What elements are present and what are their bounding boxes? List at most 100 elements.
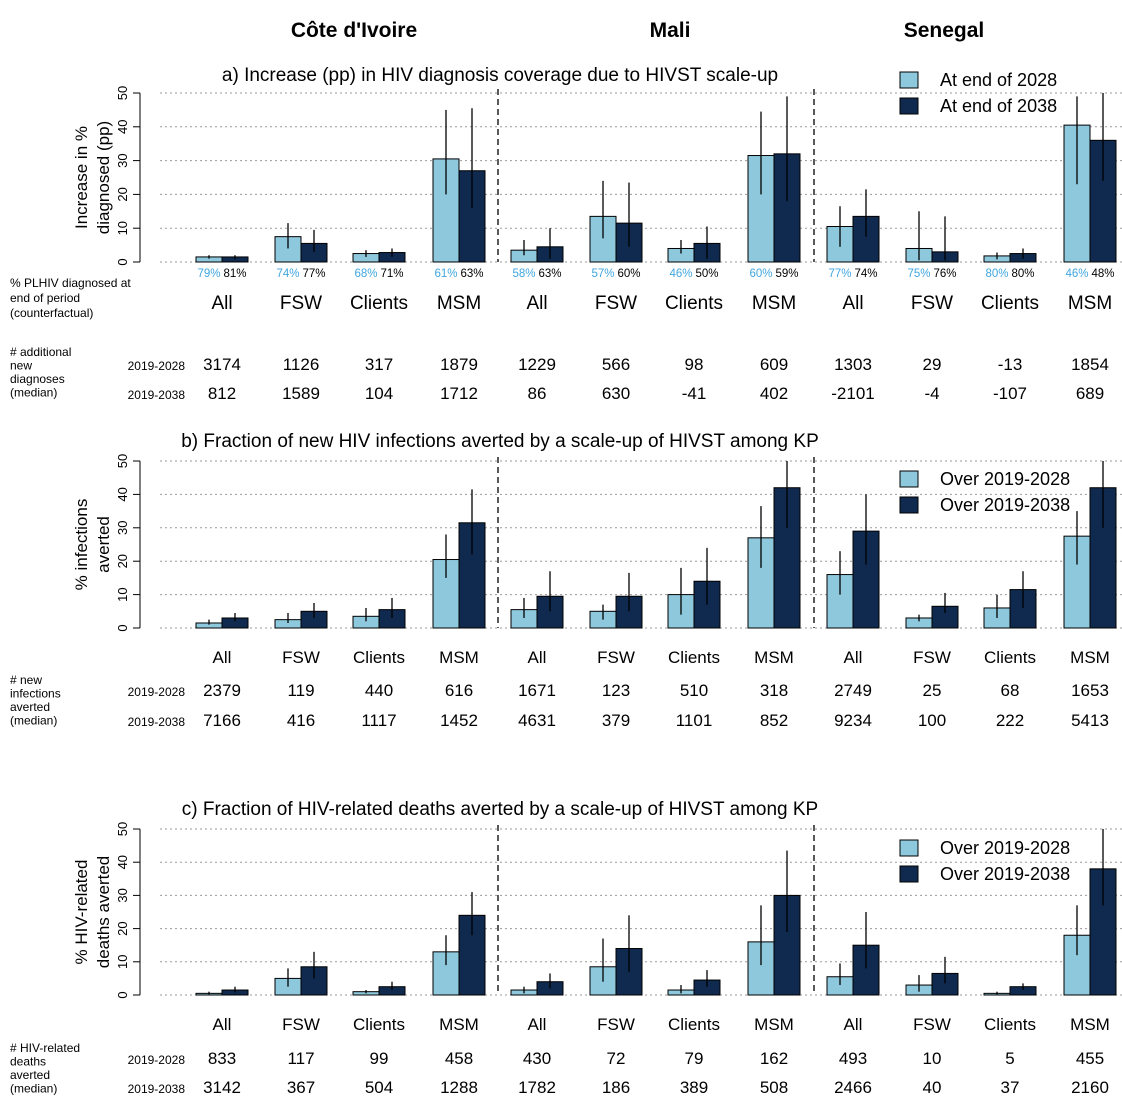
table-value: 162 [760, 1049, 788, 1068]
table-value: 5 [1005, 1049, 1014, 1068]
category-label: FSW [597, 1015, 635, 1034]
category-label: All [213, 648, 232, 667]
y-tick-label: 30 [115, 888, 130, 902]
table-value: 100 [918, 711, 946, 730]
table-value: 25 [923, 681, 942, 700]
table-value: 430 [523, 1049, 551, 1068]
pct-label-dark: 63% [538, 268, 561, 280]
table-value: 10 [923, 1049, 942, 1068]
table-value: 7166 [203, 711, 241, 730]
table-value: 222 [996, 711, 1024, 730]
y-axis-label: averted [94, 516, 113, 573]
pct-label-dark: 50% [695, 268, 718, 280]
table-value: -4 [924, 384, 939, 403]
table-value: 68 [1001, 681, 1020, 700]
table-value: 689 [1076, 384, 1104, 403]
country-header-senegal: Senegal [904, 19, 985, 42]
panel-b: b) Fraction of new HIV infections averte… [10, 431, 1122, 730]
category-label: FSW [911, 293, 953, 314]
table-value: 493 [839, 1049, 867, 1068]
pct-label-light: 68% [354, 268, 377, 280]
table-value: 812 [208, 384, 236, 403]
table-value: 1782 [518, 1078, 556, 1097]
table-value: 40 [923, 1078, 942, 1097]
table-value: 1288 [440, 1078, 478, 1097]
category-label: Clients [668, 648, 720, 667]
bar-b-s1-4 [536, 595, 564, 629]
table-value: 458 [445, 1049, 473, 1068]
y-tick-label: 40 [115, 120, 130, 134]
table-value: 616 [445, 681, 473, 700]
y-axis-label: % HIV-related [72, 860, 91, 965]
pct-label-dark: 71% [380, 268, 403, 280]
panel-title: a) Increase (pp) in HIV diagnosis covera… [222, 65, 778, 86]
table-value: 609 [760, 355, 788, 374]
table-value: 99 [370, 1049, 389, 1068]
pct-label-dark: 59% [775, 268, 798, 280]
y-tick-label: 0 [115, 991, 130, 998]
category-label: MSM [437, 293, 481, 314]
pct-label-light: 74% [276, 268, 299, 280]
table-value: 1126 [283, 355, 320, 374]
category-label: Clients [353, 648, 405, 667]
legend-swatch [899, 496, 919, 514]
legend-swatch [899, 97, 919, 115]
table-value: 318 [760, 681, 788, 700]
table-value: 1589 [282, 384, 320, 403]
table-value: 852 [760, 711, 788, 730]
y-tick-label: 0 [115, 258, 130, 265]
legend-label: Over 2019-2028 [940, 838, 1070, 858]
pct-label-dark: 81% [223, 268, 246, 280]
table-period: 2019-2038 [128, 1082, 186, 1096]
panel-title: b) Fraction of new HIV infections averte… [181, 431, 819, 452]
table-value: 833 [208, 1049, 236, 1068]
pct-label-light: 60% [749, 268, 772, 280]
table-value: 1671 [518, 681, 556, 700]
table-row-label: averted [10, 700, 50, 714]
y-tick-label: 40 [115, 487, 130, 501]
table-value: 389 [680, 1078, 708, 1097]
pct-label-light: 75% [907, 268, 930, 280]
table-period: 2019-2028 [128, 1053, 186, 1067]
category-label: Clients [668, 1015, 720, 1034]
table-value: -41 [682, 384, 707, 403]
table-value: 98 [685, 355, 704, 374]
category-label: Clients [350, 293, 408, 314]
legend-label: Over 2019-2038 [940, 864, 1070, 884]
country-header-mali: Mali [650, 19, 691, 42]
category-label: MSM [1070, 1015, 1110, 1034]
table-value: 379 [602, 711, 630, 730]
pct-label-light: 80% [985, 268, 1008, 280]
table-value: 440 [365, 681, 393, 700]
table-value: 3142 [203, 1078, 241, 1097]
table-value: 1303 [834, 355, 872, 374]
y-tick-label: 20 [115, 187, 130, 201]
pct-label-dark: 76% [933, 268, 956, 280]
category-label: MSM [439, 1015, 479, 1034]
pct-label-dark: 48% [1091, 268, 1114, 280]
y-tick-label: 50 [115, 822, 130, 836]
pct-label-light: 77% [828, 268, 851, 280]
table-period: 2019-2028 [128, 685, 186, 699]
table-value: 119 [287, 681, 314, 700]
category-label: MSM [754, 648, 794, 667]
category-label: MSM [439, 648, 479, 667]
table-value: 1229 [518, 355, 556, 374]
table-period: 2019-2038 [128, 715, 186, 729]
category-label: FSW [913, 1015, 951, 1034]
pct-row-label: end of period [10, 291, 80, 305]
category-label: FSW [282, 1015, 320, 1034]
pct-label-light: 46% [1065, 268, 1088, 280]
category-label: FSW [597, 648, 635, 667]
y-tick-label: 10 [115, 955, 130, 969]
y-tick-label: 50 [115, 86, 130, 100]
table-value: 3174 [203, 355, 241, 374]
y-tick-label: 40 [115, 855, 130, 869]
legend-label: Over 2019-2038 [940, 495, 1070, 515]
y-axis-label: diagnosed (pp) [94, 121, 113, 234]
y-tick-label: 10 [115, 587, 130, 601]
table-period: 2019-2038 [128, 388, 186, 402]
table-value: 630 [602, 384, 630, 403]
pct-label-light: 61% [434, 268, 457, 280]
